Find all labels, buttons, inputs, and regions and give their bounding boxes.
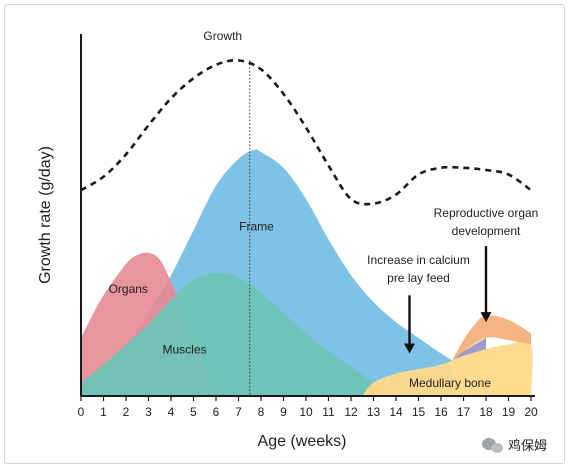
annotation-pre-lay-feed: pre lay feed bbox=[387, 271, 450, 285]
x-axis-label: Age (weeks) bbox=[258, 433, 347, 450]
x-tick-label-18: 18 bbox=[479, 405, 493, 419]
x-tick-label-6: 6 bbox=[213, 405, 220, 419]
x-tick-label-20: 20 bbox=[524, 405, 538, 419]
annotation-reproductive-organ: Reproductive organ bbox=[434, 206, 539, 220]
x-tick-label-17: 17 bbox=[457, 405, 471, 419]
x-tick-label-10: 10 bbox=[299, 405, 313, 419]
x-tick-label-4: 4 bbox=[168, 405, 175, 419]
x-tick-label-2: 2 bbox=[123, 405, 130, 419]
annotation-development: development bbox=[452, 224, 521, 238]
annotation-organs: Organs bbox=[109, 282, 148, 296]
watermark-text: 鸡保姆 bbox=[508, 438, 547, 453]
annotation-frame: Frame bbox=[239, 219, 274, 233]
x-tick-label-12: 12 bbox=[344, 405, 358, 419]
x-tick-label-16: 16 bbox=[434, 405, 448, 419]
annotation-medullary-bone: Medullary bone bbox=[409, 376, 491, 390]
x-tick-label-3: 3 bbox=[145, 405, 152, 419]
x-tick-label-8: 8 bbox=[258, 405, 265, 419]
area-medullary-bone bbox=[362, 340, 533, 396]
area-reproductive-organ-development bbox=[452, 315, 531, 361]
arrow-head-increase-in-calcium-pre-lay-feed bbox=[404, 343, 415, 354]
growth-dashed-line bbox=[80, 58, 532, 206]
chart-labels: Growth Frame Organs Muscles Increase in calc… bbox=[109, 29, 539, 390]
x-tick-label-11: 11 bbox=[322, 405, 335, 419]
annotation-growth: Growth bbox=[203, 29, 242, 43]
x-tick-label-7: 7 bbox=[235, 405, 242, 419]
chart-lines bbox=[80, 58, 532, 396]
x-tick-label-13: 13 bbox=[367, 405, 381, 419]
area-overlap bbox=[441, 337, 486, 365]
x-tick-label-9: 9 bbox=[280, 405, 287, 419]
annotation-increase-in-calcium: Increase in calcium bbox=[367, 253, 470, 267]
x-tick-label-19: 19 bbox=[502, 405, 516, 419]
arrow-head-reproductive-organ-development bbox=[480, 312, 492, 323]
y-axis-label: Growth rate (g/day) bbox=[37, 146, 54, 284]
x-tick-label-5: 5 bbox=[190, 405, 197, 419]
area-muscles bbox=[81, 272, 396, 396]
chart-axes: 0 1 2 3 4 5 6 7 8 9 10 11 12 13 14 15 16 17 18 19 20 bbox=[78, 34, 538, 419]
x-tick-label-0: 0 bbox=[78, 405, 85, 419]
x-tick-label-15: 15 bbox=[412, 405, 426, 419]
x-tick-label-1: 1 bbox=[100, 405, 107, 419]
chart-frame bbox=[4, 4, 565, 464]
watermark: 鸡保姆 bbox=[482, 438, 547, 453]
chart-areas bbox=[81, 149, 533, 396]
annotation-muscles: Muscles bbox=[162, 342, 206, 356]
x-tick-label-14: 14 bbox=[389, 405, 403, 419]
wechat-icon bbox=[482, 438, 503, 453]
